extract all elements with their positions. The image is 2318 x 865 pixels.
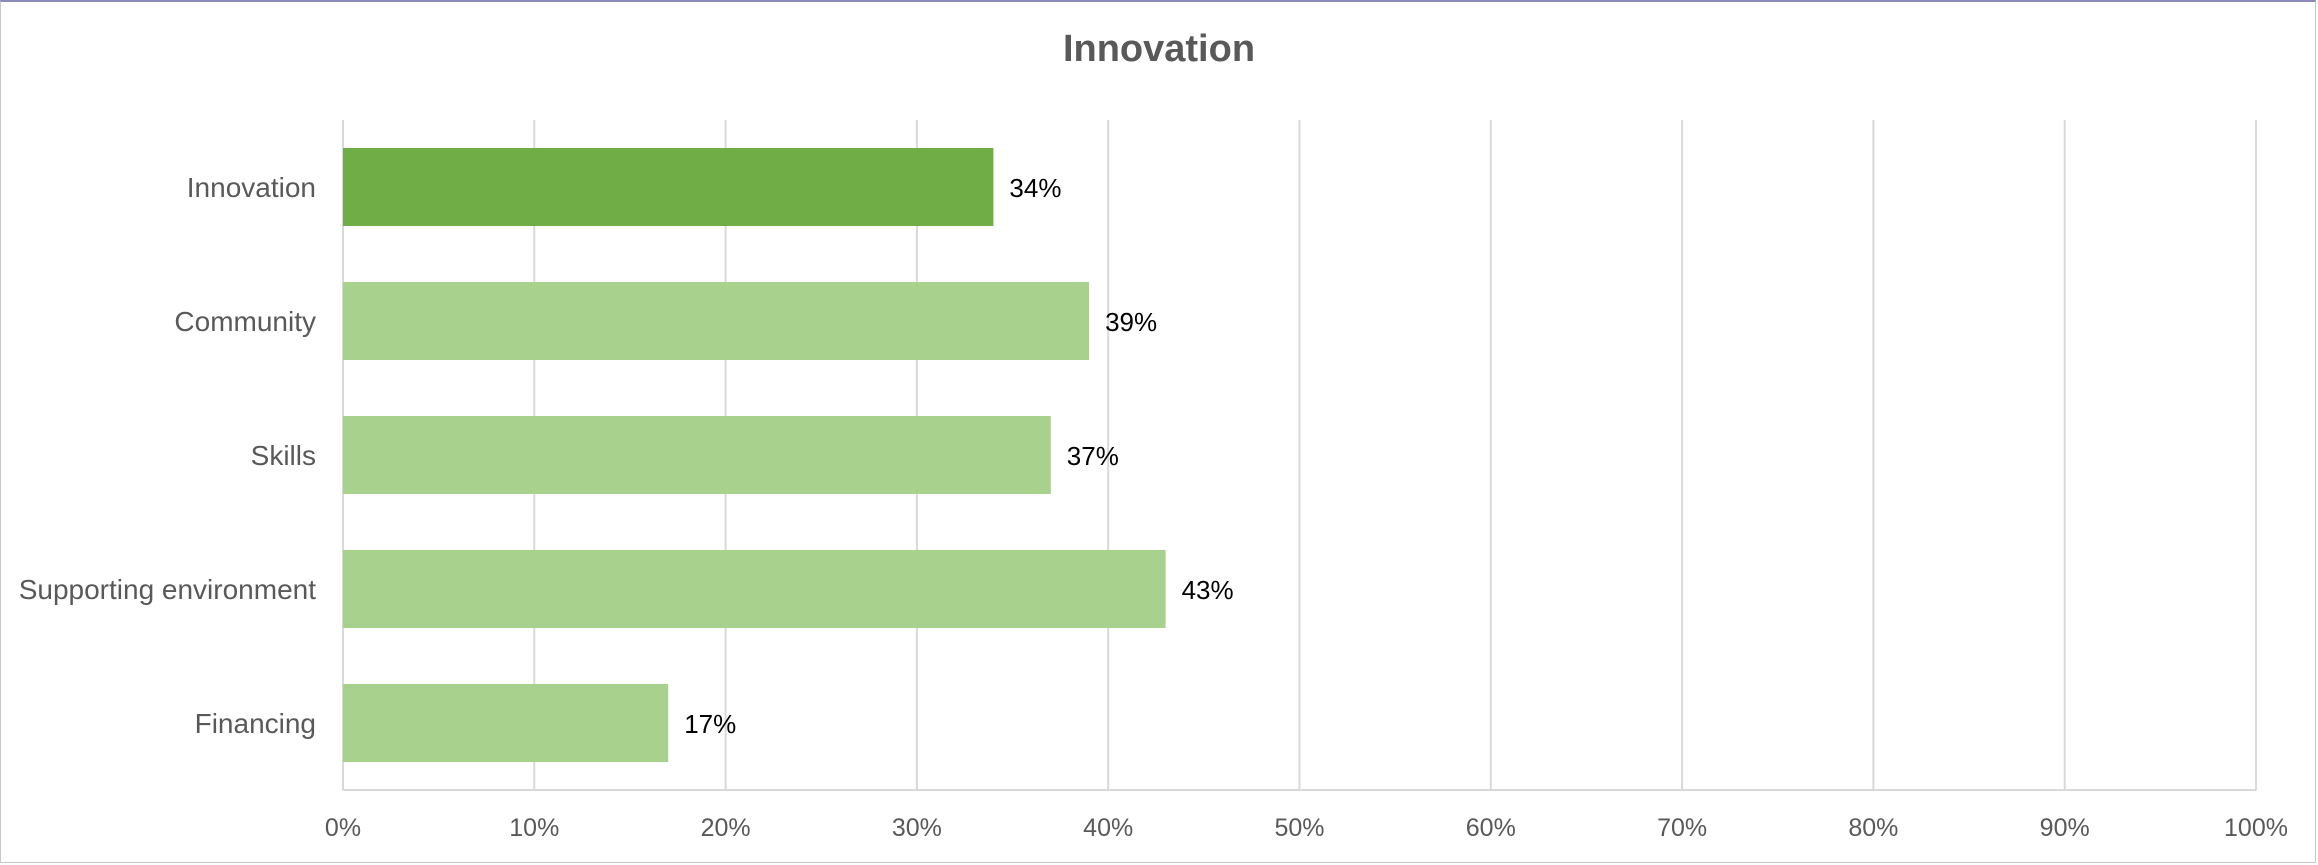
bar <box>343 282 1090 360</box>
gridlines <box>342 120 2257 791</box>
x-tick-label: 20% <box>701 814 751 842</box>
data-label: 34% <box>1009 173 1061 203</box>
bar <box>343 550 1166 628</box>
data-label: 37% <box>1067 441 1119 471</box>
category-label: Innovation <box>187 172 316 203</box>
x-tick-label: 30% <box>892 814 942 842</box>
x-tick-label: 60% <box>1466 814 1516 842</box>
category-label: Supporting environment <box>19 574 317 605</box>
category-label: Financing <box>195 708 316 739</box>
x-tick-label: 80% <box>1848 814 1898 842</box>
data-labels: 34% 39% 37% 43% 17% <box>684 173 1233 739</box>
chart-title: Innovation <box>1062 28 1256 70</box>
data-label: 39% <box>1105 307 1157 337</box>
category-label: Skills <box>251 440 316 471</box>
x-tick-label: 90% <box>2040 814 2090 842</box>
category-label: Community <box>174 306 316 337</box>
data-label: 17% <box>684 709 736 739</box>
bar <box>343 684 669 762</box>
x-tick-label: 40% <box>1083 814 1133 842</box>
data-label: 43% <box>1182 575 1234 605</box>
x-tick-label: 100% <box>2224 814 2288 842</box>
x-tick-label: 50% <box>1274 814 1324 842</box>
bar <box>343 416 1051 494</box>
x-tick-label: 0% <box>325 814 361 842</box>
bars <box>343 148 1166 762</box>
bar <box>343 148 994 226</box>
category-labels: Innovation Community Skills Supporting envi… <box>19 172 317 739</box>
x-axis-tick-labels: 0% 10% 20% 30% 40% 50% 60% 70% 80% 90% 100% <box>325 814 2288 842</box>
x-tick-label: 70% <box>1657 814 1707 842</box>
x-tick-label: 10% <box>509 814 559 842</box>
